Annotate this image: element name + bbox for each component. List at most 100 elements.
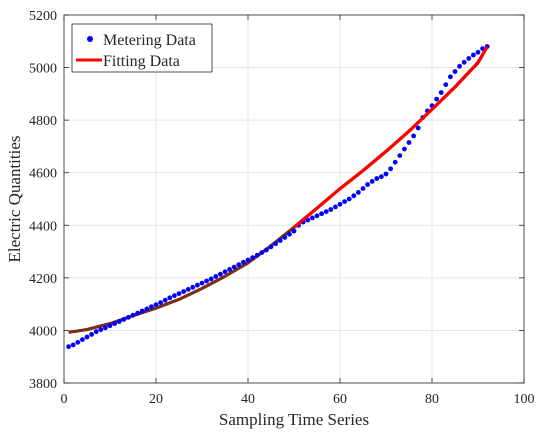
metering-point bbox=[438, 90, 444, 95]
metering-point bbox=[80, 337, 85, 342]
fitting-line-red bbox=[292, 45, 489, 229]
metering-point bbox=[89, 332, 94, 337]
metering-point bbox=[231, 264, 237, 270]
x-tick-label: 20 bbox=[149, 392, 163, 407]
metering-point bbox=[475, 49, 481, 55]
x-tick-label: 60 bbox=[333, 392, 347, 407]
metering-point bbox=[227, 267, 233, 272]
metering-point bbox=[369, 179, 375, 184]
metering-point bbox=[388, 166, 393, 172]
y-tick-label: 3800 bbox=[29, 377, 57, 392]
metering-point bbox=[379, 174, 384, 180]
metering-point bbox=[135, 310, 141, 316]
metering-point bbox=[112, 321, 117, 326]
metering-point bbox=[162, 297, 168, 303]
metering-point bbox=[282, 235, 288, 240]
metering-point bbox=[172, 293, 177, 299]
metering-point bbox=[323, 209, 329, 215]
metering-point bbox=[75, 339, 81, 345]
metering-point bbox=[130, 312, 136, 318]
metering-point bbox=[153, 302, 159, 308]
metering-point bbox=[291, 228, 297, 234]
y-tick-label: 4600 bbox=[29, 167, 57, 182]
metering-point bbox=[125, 314, 131, 320]
legend-fitting-label: Fitting Data bbox=[103, 53, 180, 70]
metering-point bbox=[374, 176, 380, 181]
metering-point bbox=[185, 287, 191, 292]
legend-box bbox=[71, 23, 213, 73]
metering-point bbox=[176, 291, 182, 296]
metering-points bbox=[66, 44, 490, 350]
metering-point bbox=[268, 244, 274, 250]
x-tick-label: 0 bbox=[61, 392, 68, 407]
metering-point bbox=[406, 140, 412, 145]
y-tick-label: 5200 bbox=[29, 9, 57, 24]
metering-point bbox=[351, 193, 357, 199]
metering-point bbox=[392, 159, 398, 165]
metering-point bbox=[452, 69, 458, 74]
fitting-line bbox=[292, 45, 489, 229]
metering-point bbox=[342, 199, 347, 205]
metering-point bbox=[98, 327, 104, 332]
metering-point bbox=[402, 146, 407, 152]
metering-point bbox=[434, 96, 439, 102]
metering-point bbox=[107, 323, 113, 329]
metering-point bbox=[204, 278, 210, 284]
metering-point bbox=[397, 153, 403, 159]
metering-point bbox=[250, 255, 256, 260]
legend-metering-marker bbox=[87, 36, 93, 42]
metering-point bbox=[181, 289, 187, 294]
y-tick-label: 4800 bbox=[29, 114, 57, 129]
metering-point bbox=[360, 186, 366, 191]
metering-point bbox=[310, 215, 315, 221]
metering-point bbox=[259, 250, 265, 256]
metering-point bbox=[167, 295, 173, 301]
metering-point bbox=[461, 59, 467, 65]
metering-point bbox=[365, 182, 370, 187]
metering-point bbox=[116, 319, 122, 324]
metering-point bbox=[66, 344, 71, 350]
x-tick-label: 80 bbox=[425, 392, 439, 407]
metering-point bbox=[346, 196, 352, 202]
metering-point bbox=[70, 342, 76, 348]
metering-point bbox=[466, 56, 472, 61]
metering-point bbox=[383, 171, 389, 177]
metering-point bbox=[287, 231, 292, 237]
metering-point bbox=[93, 329, 99, 335]
legend-metering-label: Metering Data bbox=[103, 32, 196, 49]
metering-point bbox=[213, 274, 219, 279]
metering-point bbox=[337, 201, 343, 207]
metering-point bbox=[448, 74, 453, 80]
plot-frame bbox=[63, 14, 525, 384]
metering-point bbox=[149, 304, 154, 310]
metering-point bbox=[158, 300, 164, 305]
metering-point bbox=[356, 190, 361, 195]
y-axis-title: Electric Quantities bbox=[5, 136, 24, 263]
metering-point bbox=[333, 204, 338, 210]
metering-point bbox=[236, 262, 242, 268]
metering-point bbox=[121, 317, 127, 322]
metering-point bbox=[273, 241, 278, 247]
metering-point bbox=[222, 269, 228, 275]
metering-point bbox=[457, 63, 462, 69]
metering-point bbox=[241, 259, 246, 265]
x-axis-title: Sampling Time Series bbox=[219, 410, 369, 429]
metering-point bbox=[195, 282, 200, 288]
y-tick-label: 4200 bbox=[29, 272, 57, 287]
y-tick-label: 4400 bbox=[29, 219, 57, 234]
metering-point bbox=[411, 133, 416, 139]
metering-point bbox=[254, 252, 260, 258]
metering-point bbox=[84, 334, 90, 340]
x-tick-label: 100 bbox=[514, 392, 535, 407]
metering-point bbox=[245, 257, 251, 263]
metering-point bbox=[443, 82, 449, 88]
metering-point bbox=[190, 284, 196, 290]
metering-point bbox=[139, 308, 145, 314]
metering-point bbox=[208, 276, 214, 282]
y-tick-label: 5000 bbox=[29, 62, 57, 77]
metering-point bbox=[314, 213, 320, 219]
metering-point bbox=[144, 306, 150, 312]
metering-point bbox=[103, 325, 108, 331]
metering-point bbox=[328, 207, 334, 212]
